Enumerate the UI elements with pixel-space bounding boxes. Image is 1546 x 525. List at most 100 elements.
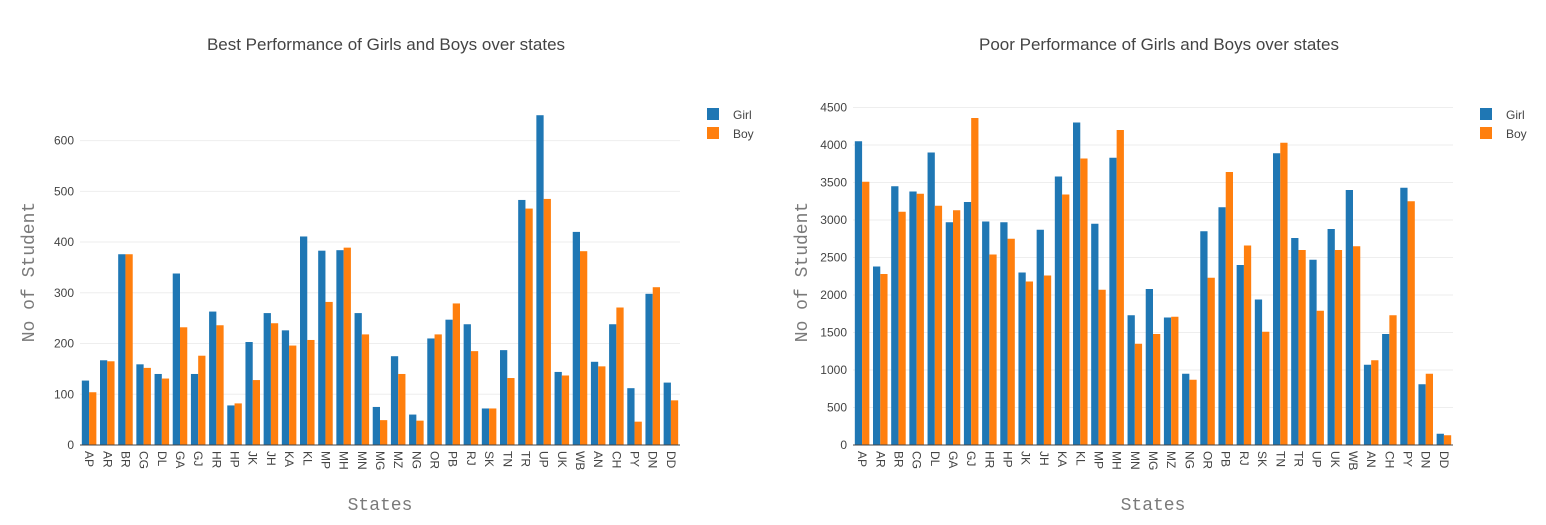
- bar-girl-rj[interactable]: [1236, 265, 1244, 445]
- bar-boy-uk[interactable]: [561, 375, 570, 445]
- bar-boy-hr[interactable]: [989, 254, 997, 446]
- bar-boy-gj[interactable]: [198, 355, 206, 445]
- legend-swatch-girl[interactable]: [707, 108, 719, 120]
- bar-boy-dl[interactable]: [934, 205, 943, 445]
- bar-boy-or[interactable]: [1207, 277, 1215, 445]
- bar-girl-jk[interactable]: [1018, 272, 1026, 446]
- legend-swatch-boy[interactable]: [1480, 127, 1492, 139]
- bar-boy-up[interactable]: [1316, 310, 1324, 445]
- bar-girl-cg[interactable]: [909, 191, 917, 446]
- bar-boy-py[interactable]: [634, 421, 642, 445]
- bar-girl-br[interactable]: [891, 186, 899, 445]
- bar-girl-ap[interactable]: [81, 380, 90, 445]
- bar-boy-mg[interactable]: [1153, 334, 1161, 445]
- bar-girl-tn[interactable]: [1273, 153, 1281, 445]
- bar-boy-ar[interactable]: [880, 274, 888, 445]
- bar-boy-ga[interactable]: [953, 210, 961, 445]
- legend-label-girl[interactable]: Girl: [1506, 108, 1525, 122]
- bar-girl-hp[interactable]: [1000, 222, 1008, 445]
- bar-girl-up[interactable]: [1309, 259, 1317, 445]
- bar-boy-mn[interactable]: [1134, 343, 1143, 445]
- legend-label-boy[interactable]: Boy: [733, 127, 754, 141]
- bar-girl-ar[interactable]: [100, 360, 108, 445]
- bar-boy-mz[interactable]: [1171, 316, 1179, 445]
- bar-boy-mz[interactable]: [398, 373, 406, 445]
- bar-boy-ng[interactable]: [1189, 379, 1197, 445]
- bar-boy-sk[interactable]: [489, 408, 497, 445]
- bar-girl-gj[interactable]: [963, 202, 972, 445]
- bar-boy-tr[interactable]: [1298, 250, 1306, 445]
- bar-girl-tr[interactable]: [1291, 238, 1299, 445]
- bar-boy-dd[interactable]: [1443, 435, 1452, 445]
- bar-boy-ng[interactable]: [416, 420, 424, 445]
- bar-boy-wb[interactable]: [580, 251, 588, 445]
- bar-girl-wb[interactable]: [1345, 190, 1353, 445]
- bar-girl-ka[interactable]: [1054, 176, 1063, 446]
- bar-boy-jk[interactable]: [252, 380, 260, 445]
- bar-boy-pb[interactable]: [452, 303, 460, 445]
- bar-girl-dl[interactable]: [927, 152, 935, 446]
- bar-girl-ch[interactable]: [609, 324, 617, 445]
- bar-boy-rj[interactable]: [470, 351, 479, 445]
- bar-girl-ap[interactable]: [854, 141, 863, 445]
- bar-boy-mp[interactable]: [1098, 289, 1106, 445]
- bar-girl-mg[interactable]: [1145, 289, 1153, 445]
- bar-boy-br[interactable]: [125, 254, 133, 445]
- bar-girl-jh[interactable]: [263, 313, 271, 445]
- bar-girl-up[interactable]: [536, 115, 544, 445]
- bar-girl-br[interactable]: [118, 254, 126, 445]
- bar-girl-gj[interactable]: [190, 373, 199, 445]
- bar-girl-pb[interactable]: [1218, 207, 1226, 445]
- bar-girl-tn[interactable]: [500, 350, 508, 446]
- bar-boy-br[interactable]: [898, 211, 906, 445]
- bar-boy-tn[interactable]: [507, 378, 515, 445]
- bar-boy-dl[interactable]: [161, 378, 170, 445]
- bar-girl-mz[interactable]: [1163, 317, 1172, 446]
- bar-girl-mn[interactable]: [1127, 315, 1135, 445]
- bar-girl-sk[interactable]: [1254, 299, 1263, 446]
- bar-girl-dl[interactable]: [154, 373, 162, 445]
- bar-boy-dn[interactable]: [1425, 373, 1433, 445]
- bar-girl-py[interactable]: [627, 388, 635, 445]
- bar-girl-ar[interactable]: [873, 266, 881, 446]
- bar-girl-mh[interactable]: [1109, 157, 1117, 445]
- bar-girl-ng[interactable]: [1182, 373, 1190, 445]
- bar-boy-ka[interactable]: [289, 345, 297, 445]
- bar-boy-mn[interactable]: [361, 334, 370, 445]
- bar-girl-ng[interactable]: [409, 414, 417, 445]
- bar-boy-mh[interactable]: [1116, 130, 1124, 445]
- bar-girl-or[interactable]: [427, 338, 435, 445]
- bar-girl-ga[interactable]: [172, 273, 180, 445]
- bar-boy-ch[interactable]: [616, 307, 624, 445]
- bar-girl-uk[interactable]: [554, 371, 562, 445]
- legend-swatch-boy[interactable]: [707, 127, 719, 139]
- bar-boy-ch[interactable]: [1389, 315, 1397, 445]
- bar-boy-py[interactable]: [1407, 201, 1415, 445]
- bar-boy-hr[interactable]: [216, 325, 224, 445]
- bar-girl-ka[interactable]: [281, 330, 290, 445]
- bar-girl-pb[interactable]: [445, 319, 453, 445]
- bar-boy-kl[interactable]: [1080, 158, 1088, 446]
- bar-boy-pb[interactable]: [1225, 172, 1233, 445]
- bar-girl-mh[interactable]: [336, 250, 344, 445]
- bar-girl-mz[interactable]: [390, 356, 399, 445]
- bar-girl-an[interactable]: [1363, 364, 1372, 445]
- bar-girl-or[interactable]: [1200, 231, 1208, 445]
- bar-girl-kl[interactable]: [300, 236, 308, 445]
- legend-label-girl[interactable]: Girl: [733, 108, 752, 122]
- bar-girl-sk[interactable]: [481, 408, 490, 445]
- bar-boy-dd[interactable]: [670, 400, 679, 445]
- bar-girl-hr[interactable]: [982, 221, 990, 446]
- bar-boy-mh[interactable]: [343, 247, 351, 445]
- bar-boy-tn[interactable]: [1280, 142, 1288, 445]
- bar-boy-an[interactable]: [598, 366, 606, 445]
- legend-swatch-girl[interactable]: [1480, 108, 1492, 120]
- bar-boy-up[interactable]: [543, 198, 551, 445]
- bar-girl-cg[interactable]: [136, 364, 144, 445]
- bar-girl-dd[interactable]: [1436, 433, 1444, 445]
- bar-girl-mg[interactable]: [372, 406, 380, 445]
- bar-girl-mn[interactable]: [354, 313, 362, 445]
- bar-boy-jk[interactable]: [1025, 281, 1033, 446]
- bar-girl-dd[interactable]: [663, 382, 671, 445]
- bar-boy-hp[interactable]: [234, 403, 242, 445]
